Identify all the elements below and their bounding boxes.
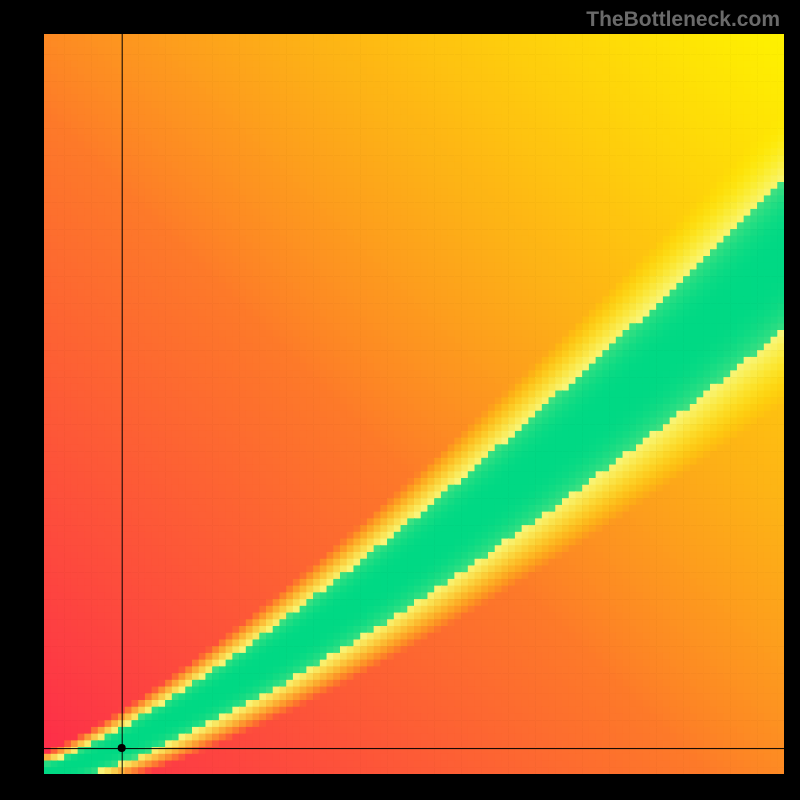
chart-container: TheBottleneck.com [0, 0, 800, 800]
plot-area [44, 34, 784, 774]
heatmap-canvas [44, 34, 784, 774]
watermark-text: TheBottleneck.com [586, 8, 780, 32]
